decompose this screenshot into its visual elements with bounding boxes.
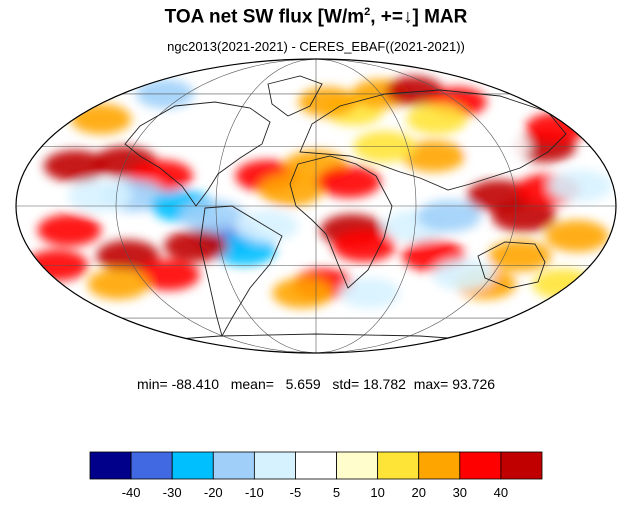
colorbar-box: [89, 451, 132, 480]
coastline-eurasia: [299, 89, 567, 191]
colorbar-box: [253, 451, 296, 480]
field-blob: [37, 214, 102, 247]
chart-subtitle: ngc2013(2021-2021) - CERES_EBAF((2021-20…: [167, 39, 465, 54]
map-plot: [15, 58, 617, 354]
field-blob: [545, 220, 609, 253]
colorbar-box: [377, 451, 420, 480]
coastline-north-america: [124, 101, 271, 207]
field-blob: [491, 200, 556, 233]
colorbar-tick-label: 30: [453, 485, 467, 500]
colorbar-box: [130, 451, 173, 480]
coastline-australia: [477, 241, 546, 289]
field-blob: [402, 140, 466, 173]
graticule: [16, 59, 616, 353]
title-suffix: , +=↓] MAR: [370, 6, 468, 28]
field-blob: [43, 150, 108, 182]
colorbar-boxes: [89, 451, 543, 480]
map-border: [15, 58, 617, 354]
stat-std-value: 18.782: [363, 376, 406, 392]
colorbar-box: [171, 451, 214, 480]
field-blob: [298, 86, 358, 117]
grid-meridian: [115, 59, 317, 353]
stat-max-value: 93.726: [452, 376, 496, 392]
field-blob: [180, 200, 245, 233]
field-blob: [67, 179, 132, 212]
field-blob: [164, 230, 228, 262]
colorbar-box: [295, 451, 337, 480]
field-blob: [488, 239, 552, 272]
colorbar-tick-label: 5: [333, 485, 340, 500]
colorbar-tick-label: 20: [411, 485, 425, 500]
grid-meridian: [315, 59, 517, 353]
colorbar-box: [336, 451, 379, 480]
field-blob: [532, 268, 594, 300]
stat-min-value: -88.410: [171, 376, 220, 392]
coastline-greenland: [267, 75, 323, 117]
colorbar-tick-label: -40: [122, 485, 141, 500]
stat-mean-value: 5.659: [285, 376, 321, 392]
colorbar-box: [459, 451, 502, 480]
title-prefix: TOA net SW flux [W/m: [164, 6, 365, 28]
colorbar-labels: -40 -30 -20 -10 -5 5 10 20 30 40: [122, 485, 508, 500]
colorbar-box: [212, 451, 255, 480]
stat-std-label: std=: [332, 376, 360, 392]
field-blob: [317, 165, 381, 198]
stat-min-label: min=: [136, 376, 168, 392]
grid-meridian: [215, 59, 317, 353]
field-blob: [87, 268, 149, 300]
stat-mean-label: mean=: [230, 376, 274, 392]
colorbar-tick-label: 10: [370, 485, 384, 500]
field-blob: [417, 200, 481, 233]
colorbar-tick-label: -30: [163, 485, 182, 500]
title-exponent: 2: [364, 6, 371, 18]
field-blob: [332, 230, 396, 262]
colorbar-box: [418, 451, 461, 480]
stats-line: min= -88.410 mean= 5.659 std= 18.782 max…: [0, 376, 632, 392]
coastlines: [124, 75, 567, 342]
field-blob: [234, 210, 299, 243]
field-blob: [548, 169, 613, 202]
colorbar-tick-label: 40: [494, 485, 508, 500]
colorbar-tick-label: -5: [290, 485, 302, 500]
colorbar-tick-label: -20: [204, 485, 223, 500]
field-blob: [137, 259, 200, 291]
colorbar-box: [500, 451, 543, 480]
field-blob: [406, 103, 468, 135]
field-blob: [212, 234, 276, 266]
field-blob: [70, 103, 132, 135]
field-blob: [339, 277, 400, 309]
chart-title: TOA net SW flux [W/m2, +=↓] MAR: [0, 6, 632, 28]
stat-max-label: max=: [413, 376, 449, 392]
coastline-south-america: [199, 205, 283, 338]
colorbar: -40 -30 -20 -10 -5 5 10 20 30 40: [89, 451, 543, 500]
grid-meridian: [315, 59, 417, 353]
coastline-antarctica: [149, 333, 491, 342]
coastline-africa: [289, 155, 393, 289]
field-blob: [272, 277, 333, 309]
field-blob: [432, 259, 495, 291]
colorbar-tick-label: -10: [245, 485, 264, 500]
